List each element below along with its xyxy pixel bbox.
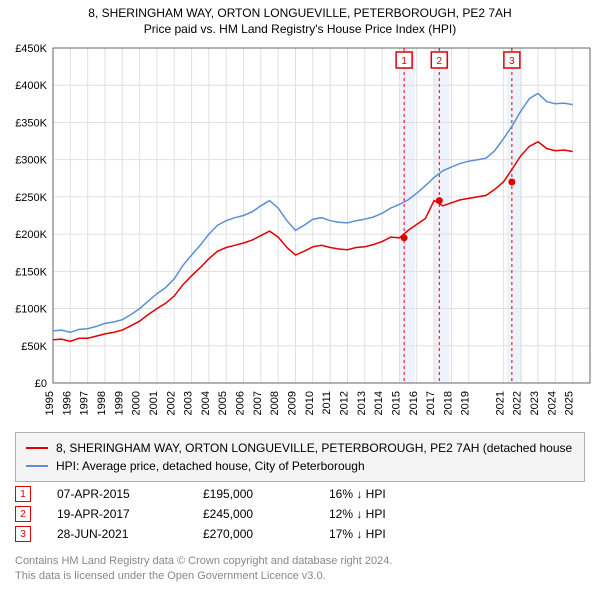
svg-text:2021: 2021: [494, 391, 506, 415]
sale-row: 3 28-JUN-2021 £270,000 17% ↓ HPI: [15, 524, 585, 544]
legend-row: 8, SHERINGHAM WAY, ORTON LONGUEVILLE, PE…: [26, 439, 574, 457]
svg-text:2014: 2014: [373, 391, 385, 415]
svg-text:£450K: £450K: [15, 43, 47, 55]
svg-text:£200K: £200K: [15, 229, 47, 241]
sale-delta: 12% ↓ HPI: [329, 507, 585, 521]
svg-text:2019: 2019: [460, 391, 472, 415]
svg-text:2022: 2022: [512, 391, 524, 415]
footer: Contains HM Land Registry data © Crown c…: [15, 554, 585, 584]
legend: 8, SHERINGHAM WAY, ORTON LONGUEVILLE, PE…: [15, 432, 585, 482]
footer-line-1: Contains HM Land Registry data © Crown c…: [15, 554, 585, 569]
svg-text:1996: 1996: [61, 391, 73, 415]
svg-text:2015: 2015: [390, 391, 402, 415]
sale-delta: 17% ↓ HPI: [329, 527, 585, 541]
svg-text:2003: 2003: [183, 391, 195, 415]
sale-date: 07-APR-2015: [57, 487, 177, 501]
sale-marker-badge: 2: [15, 506, 31, 522]
svg-text:1998: 1998: [96, 391, 108, 415]
svg-text:£50K: £50K: [21, 341, 47, 353]
svg-text:2011: 2011: [321, 391, 333, 415]
svg-text:2004: 2004: [200, 391, 212, 415]
legend-swatch: [26, 447, 48, 449]
svg-text:2000: 2000: [131, 391, 143, 415]
svg-text:2024: 2024: [546, 391, 558, 415]
svg-text:2001: 2001: [148, 391, 160, 415]
svg-text:2008: 2008: [269, 391, 281, 415]
sale-delta: 16% ↓ HPI: [329, 487, 585, 501]
svg-text:£300K: £300K: [15, 155, 47, 167]
svg-text:£250K: £250K: [15, 192, 47, 204]
sale-row: 1 07-APR-2015 £195,000 16% ↓ HPI: [15, 484, 585, 504]
sale-price: £195,000: [203, 487, 303, 501]
svg-text:2009: 2009: [287, 391, 299, 415]
svg-text:1999: 1999: [113, 391, 125, 415]
sale-date: 28-JUN-2021: [57, 527, 177, 541]
svg-text:2002: 2002: [165, 391, 177, 415]
sale-price: £270,000: [203, 527, 303, 541]
legend-label: 8, SHERINGHAM WAY, ORTON LONGUEVILLE, PE…: [56, 441, 572, 455]
sale-price: £245,000: [203, 507, 303, 521]
svg-text:2013: 2013: [356, 391, 368, 415]
footer-line-2: This data is licensed under the Open Gov…: [15, 569, 585, 584]
svg-text:£150K: £150K: [15, 266, 47, 278]
title-block: 8, SHERINGHAM WAY, ORTON LONGUEVILLE, PE…: [0, 0, 600, 38]
chart-area: £0 £50K £100K £150K £200K £250K £300K £350K £400…: [0, 38, 600, 423]
svg-text:2012: 2012: [338, 391, 350, 415]
svg-text:3: 3: [509, 56, 515, 67]
svg-text:2017: 2017: [425, 391, 437, 415]
svg-text:£0: £0: [35, 378, 47, 390]
svg-text:2007: 2007: [252, 391, 264, 415]
svg-text:£100K: £100K: [15, 304, 47, 316]
sale-marker-badge: 3: [15, 526, 31, 542]
svg-text:2018: 2018: [442, 391, 454, 415]
sale-date: 19-APR-2017: [57, 507, 177, 521]
svg-text:1995: 1995: [44, 391, 56, 415]
svg-text:2025: 2025: [564, 391, 576, 415]
legend-row: HPI: Average price, detached house, City…: [26, 457, 574, 475]
svg-text:2006: 2006: [235, 391, 247, 415]
sale-row: 2 19-APR-2017 £245,000 12% ↓ HPI: [15, 504, 585, 524]
svg-text:2023: 2023: [529, 391, 541, 415]
legend-label: HPI: Average price, detached house, City…: [56, 459, 365, 473]
chart-title: 8, SHERINGHAM WAY, ORTON LONGUEVILLE, PE…: [0, 6, 600, 20]
legend-swatch: [26, 465, 48, 467]
svg-text:2010: 2010: [304, 391, 316, 415]
svg-text:2005: 2005: [217, 391, 229, 415]
svg-text:2: 2: [437, 56, 443, 67]
svg-text:1997: 1997: [79, 391, 91, 415]
svg-text:£400K: £400K: [15, 80, 47, 92]
svg-text:1: 1: [401, 56, 407, 67]
sales-table: 1 07-APR-2015 £195,000 16% ↓ HPI 2 19-APR-201…: [15, 484, 585, 544]
line-chart: £0 £50K £100K £150K £200K £250K £300K £350K £400…: [0, 38, 600, 423]
chart-subtitle: Price paid vs. HM Land Registry's House …: [0, 22, 600, 36]
sale-marker-badge: 1: [15, 486, 31, 502]
svg-text:2016: 2016: [408, 391, 420, 415]
svg-text:£350K: £350K: [15, 117, 47, 129]
